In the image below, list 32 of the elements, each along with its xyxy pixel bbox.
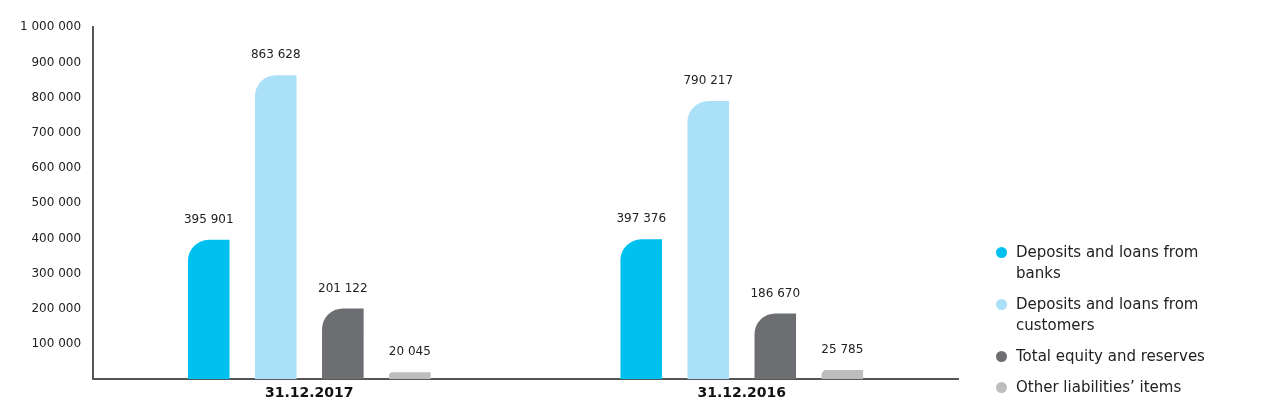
- bar: [821, 370, 864, 380]
- bar: [687, 101, 730, 380]
- y-tick-label: 1 000 000: [19, 19, 82, 34]
- y-tick-label: 900 000: [31, 54, 82, 69]
- bar: [389, 372, 431, 380]
- legend-label: Deposits and loans from customers: [1016, 294, 1200, 336]
- bar: [754, 313, 797, 380]
- bar: [187, 239, 230, 380]
- bar: [620, 239, 662, 380]
- bar: [322, 308, 364, 380]
- text: 397 376: [616, 211, 667, 226]
- y-tick-label: 200 000: [31, 300, 82, 315]
- x-tick-label: 31.12.2016: [697, 384, 787, 401]
- y-tick-label: 700 000: [31, 124, 82, 139]
- text: 25 785: [821, 342, 864, 357]
- y-tick-label: 500 000: [31, 195, 82, 210]
- text: 863 628: [250, 47, 301, 62]
- text: 790 217: [683, 73, 734, 88]
- text: 20 045: [388, 344, 431, 359]
- y-tick-label: 800 000: [31, 89, 82, 104]
- text: 201 122: [318, 280, 368, 295]
- y-tick-label: 300 000: [31, 265, 82, 280]
- y-tick-label: 600 000: [31, 160, 82, 175]
- bar: [255, 75, 297, 380]
- text: 395 901: [183, 211, 234, 226]
- legend-label: Other liabilities’ items: [1016, 377, 1182, 398]
- legend-label: Deposits and loans from banks: [1016, 242, 1200, 284]
- y-tick-label: 100 000: [31, 336, 82, 351]
- text: 186 670: [750, 285, 801, 300]
- y-tick-label: 400 000: [31, 230, 82, 245]
- x-tick-label: 31.12.2017: [265, 384, 354, 401]
- legend-label: Total equity and reserves: [1016, 346, 1205, 367]
